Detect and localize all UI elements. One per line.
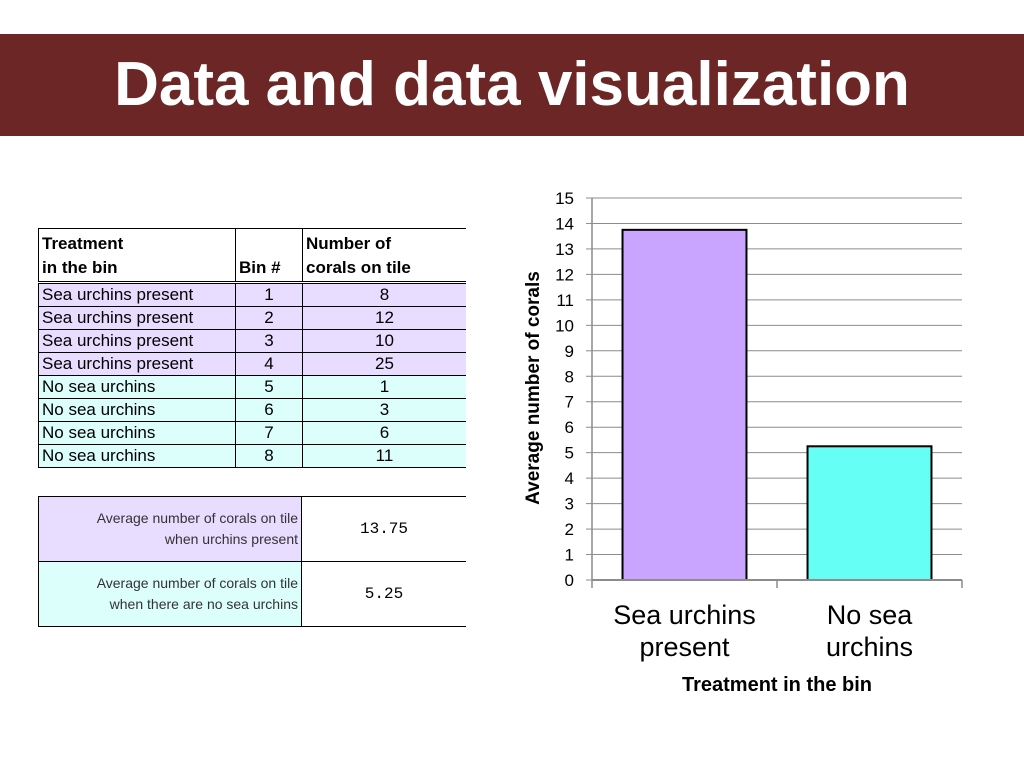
average-label: Average number of corals on tile when th…	[38, 561, 302, 627]
cell-bin: 6	[235, 398, 303, 422]
cell-corals: 3	[302, 398, 466, 422]
cell-treatment: No sea urchins	[38, 421, 236, 445]
cell-treatment: Sea urchins present	[38, 306, 236, 330]
table-row: Sea urchins present 4 25	[38, 352, 466, 376]
cell-treatment: Sea urchins present	[38, 282, 236, 307]
average-label: Average number of corals on tile when ur…	[38, 496, 302, 562]
cell-treatment: No sea urchins	[38, 444, 236, 468]
cell-corals: 8	[302, 282, 466, 307]
header-number-line1: Number of	[306, 234, 391, 253]
bar	[621, 228, 748, 581]
y-tick-label: 1	[565, 546, 574, 565]
header-bin: Bin #	[235, 228, 303, 283]
table-row: No sea urchins 5 1	[38, 375, 466, 399]
cell-treatment: No sea urchins	[38, 375, 236, 399]
y-tick-label: 10	[555, 316, 574, 335]
average-label-line1: Average number of corals on tile	[96, 510, 298, 526]
header-treatment: Treatment in the bin	[38, 228, 236, 283]
header-number-line2: corals on tile	[306, 258, 411, 277]
y-tick-label: 11	[556, 291, 574, 310]
y-tick-label: 6	[565, 418, 574, 437]
bar	[806, 445, 933, 581]
average-row-urchins: Average number of corals on tile when ur…	[38, 496, 466, 562]
y-tick-label: 15	[555, 189, 574, 208]
y-tick-label: 3	[565, 495, 574, 514]
cell-bin: 5	[235, 375, 303, 399]
cell-bin: 7	[235, 421, 303, 445]
x-category-label: Sea urchins	[613, 600, 756, 630]
y-tick-label: 9	[565, 342, 574, 361]
averages-table: Average number of corals on tile when ur…	[38, 496, 466, 627]
table-row: No sea urchins 6 3	[38, 398, 466, 422]
table-header-row: Treatment in the bin Bin # Number of cor…	[38, 228, 466, 283]
y-tick-label: 8	[565, 367, 574, 386]
title-bar: Data and data visualization	[0, 34, 1024, 136]
bars	[621, 228, 933, 581]
x-category-label: No sea	[827, 600, 914, 630]
average-label-line1: Average number of corals on tile	[96, 575, 298, 591]
cell-corals: 1	[302, 375, 466, 399]
cell-bin: 4	[235, 352, 303, 376]
y-tick-label: 12	[555, 265, 574, 284]
cell-corals: 25	[302, 352, 466, 376]
y-tick-label: 13	[555, 240, 574, 259]
cell-bin: 8	[235, 444, 303, 468]
x-category-label: urchins	[826, 632, 913, 662]
average-row-no-urchins: Average number of corals on tile when th…	[38, 561, 466, 627]
y-tick-label: 4	[565, 469, 574, 488]
cell-bin: 2	[235, 306, 303, 330]
x-axis-label: Treatment in the bin	[682, 674, 872, 696]
table-row: No sea urchins 7 6	[38, 421, 466, 445]
cell-corals: 10	[302, 329, 466, 353]
axes	[591, 198, 963, 588]
header-number: Number of corals on tile	[302, 228, 466, 283]
cell-treatment: Sea urchins present	[38, 329, 236, 353]
cell-corals: 11	[302, 444, 466, 468]
y-tick-label: 2	[565, 520, 574, 539]
cell-corals: 12	[302, 306, 466, 330]
coral-data-table: Treatment in the bin Bin # Number of cor…	[38, 228, 466, 468]
average-value: 13.75	[301, 496, 466, 562]
slide-title: Data and data visualization	[114, 50, 910, 119]
header-treatment-line2: in the bin	[42, 258, 118, 277]
y-tick-label: 0	[565, 571, 574, 590]
table-row: No sea urchins 8 11	[38, 444, 466, 468]
y-axis-label: Average number of corals	[523, 271, 544, 505]
y-tick-label: 7	[565, 393, 574, 412]
cell-bin: 3	[235, 329, 303, 353]
header-treatment-line1: Treatment	[42, 234, 124, 253]
average-label-line2: when urchins present	[164, 531, 298, 547]
table-row: Sea urchins present 3 10	[38, 329, 466, 353]
average-label-line2: when there are no sea urchins	[109, 596, 298, 612]
x-category-label: present	[639, 632, 730, 662]
average-value: 5.25	[301, 561, 466, 627]
y-tick-label: 5	[565, 444, 574, 463]
y-tick-label: 14	[555, 214, 574, 233]
cell-treatment: Sea urchins present	[38, 352, 236, 376]
table-row: Sea urchins present 2 12	[38, 306, 466, 330]
